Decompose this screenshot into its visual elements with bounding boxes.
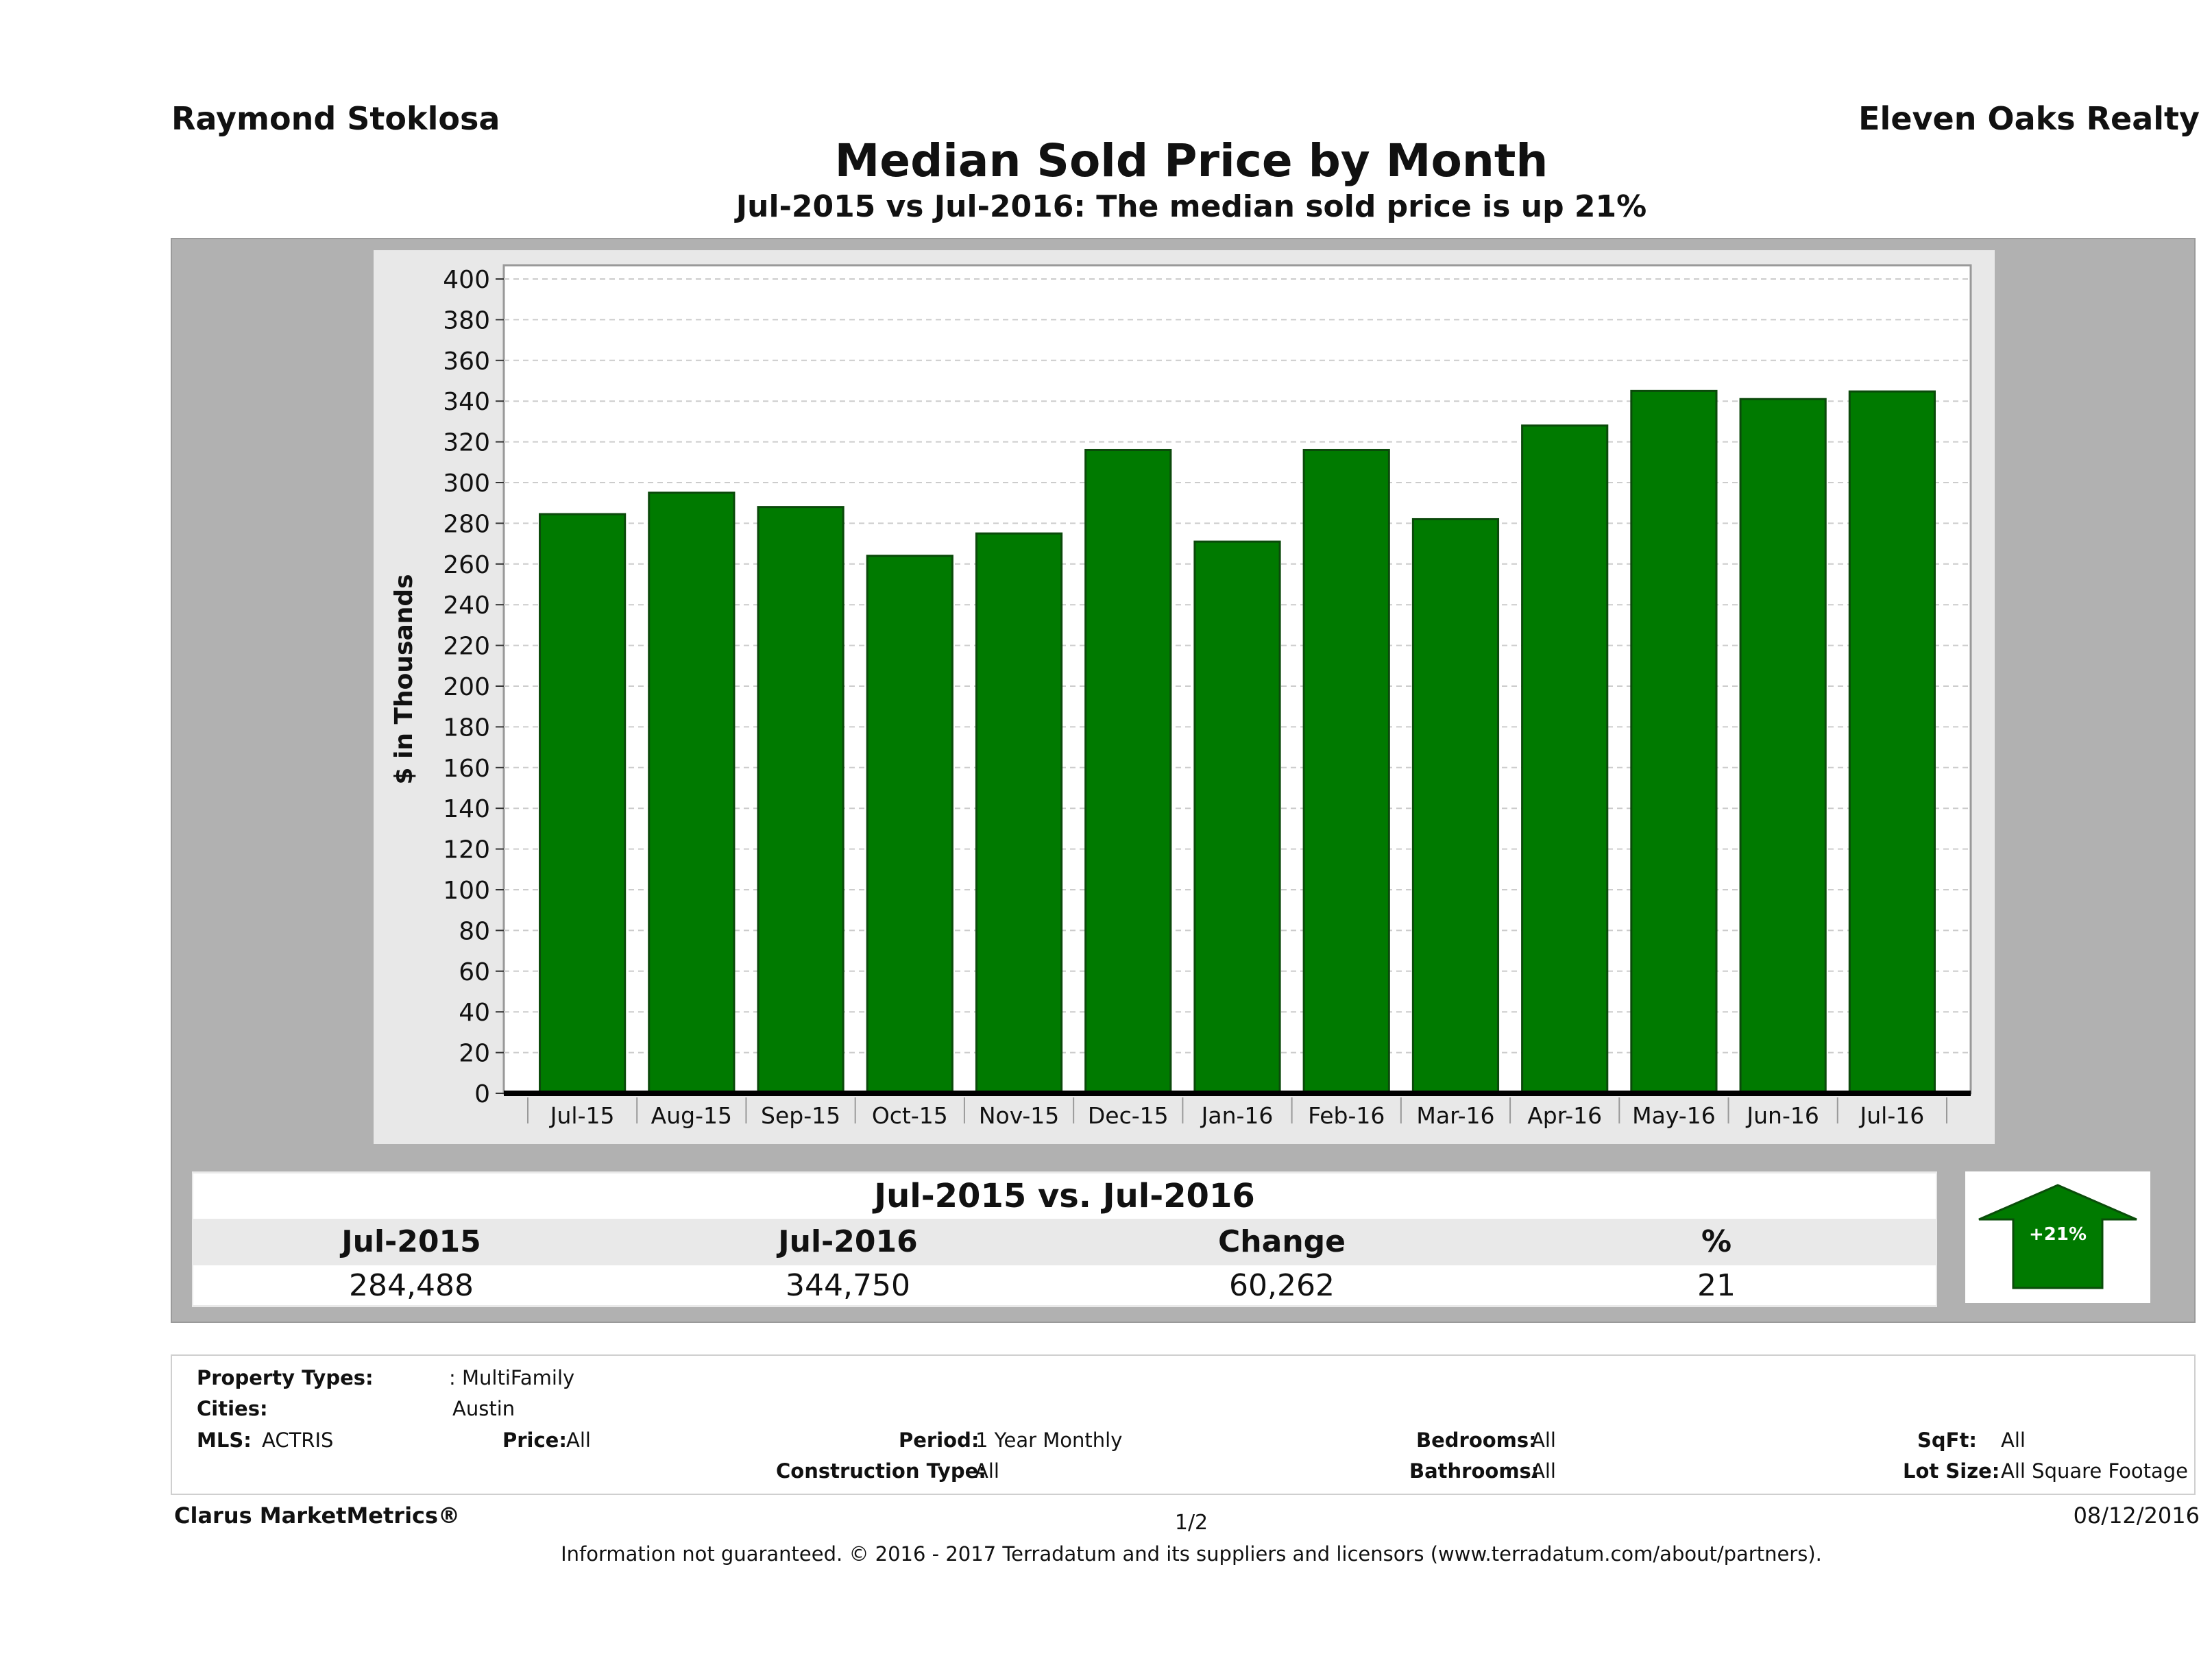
filters-panel bbox=[171, 1354, 2196, 1495]
report-date: 08/12/2016 bbox=[2073, 1503, 2200, 1529]
x-tick-label: Feb-16 bbox=[1308, 1102, 1385, 1129]
y-tick-label: 380 bbox=[443, 306, 490, 335]
x-tick-label: Jul-16 bbox=[1859, 1102, 1925, 1129]
period-label: Period: bbox=[899, 1428, 980, 1452]
x-tick-label: Aug-15 bbox=[651, 1102, 732, 1129]
bedrooms-value: All bbox=[1531, 1428, 1556, 1452]
x-tick-label: Dec-15 bbox=[1088, 1102, 1169, 1129]
sqft-label: SqFt: bbox=[1917, 1428, 1977, 1452]
x-tick-label: Jun-16 bbox=[1745, 1102, 1819, 1129]
y-tick-label: 140 bbox=[443, 795, 490, 823]
bar-aug-15 bbox=[648, 491, 736, 1095]
lot-size-label: Lot Size: bbox=[1903, 1459, 2000, 1483]
bathrooms-value: All bbox=[1531, 1459, 1556, 1483]
x-tick-label: Jan-16 bbox=[1200, 1102, 1274, 1129]
value-percent: 21 bbox=[1697, 1268, 1736, 1303]
price-label: Price: bbox=[502, 1428, 567, 1452]
sqft-value: All bbox=[2001, 1428, 2026, 1452]
property-types-value: : MultiFamily bbox=[449, 1366, 575, 1389]
header-change: Change bbox=[1218, 1224, 1346, 1259]
x-tick-label: Apr-16 bbox=[1527, 1102, 1602, 1129]
value-jul-2015: 284,488 bbox=[349, 1268, 474, 1303]
y-tick-label: 320 bbox=[443, 429, 490, 457]
lot-size-value: All Square Footage bbox=[2001, 1459, 2189, 1483]
header-percent: % bbox=[1701, 1224, 1732, 1259]
bar-jun-16 bbox=[1739, 398, 1827, 1095]
bar-oct-15 bbox=[866, 555, 953, 1095]
x-tick-label: Jul-15 bbox=[549, 1102, 615, 1129]
comparison-title: Jul-2015 vs. Jul-2016 bbox=[193, 1174, 1936, 1219]
construction-type-value: All bbox=[975, 1459, 999, 1483]
x-tick-label: May-16 bbox=[1632, 1102, 1716, 1129]
cities-value: Austin bbox=[452, 1397, 515, 1420]
change-badge: +21% bbox=[1965, 1171, 2150, 1303]
y-axis-label: $ in Thousands bbox=[390, 574, 418, 784]
period-value: 1 Year Monthly bbox=[975, 1428, 1123, 1452]
company-name: Eleven Oaks Realty bbox=[1858, 100, 2200, 137]
y-tick-label: 260 bbox=[443, 551, 490, 579]
y-tick-label: 340 bbox=[443, 388, 490, 416]
header-jul-2015: Jul-2015 bbox=[341, 1224, 481, 1259]
chart-subtitle: Jul-2015 vs Jul-2016: The median sold pr… bbox=[736, 189, 1647, 224]
bar-jul-16 bbox=[1848, 390, 1936, 1095]
y-tick-label: 220 bbox=[443, 633, 490, 661]
value-change: 60,262 bbox=[1229, 1268, 1335, 1303]
y-tick-label: 60 bbox=[459, 958, 490, 986]
x-tick-label: Mar-16 bbox=[1416, 1102, 1494, 1129]
bar-nov-15 bbox=[975, 532, 1063, 1095]
bar-dec-15 bbox=[1084, 448, 1172, 1095]
chart-title: Median Sold Price by Month bbox=[834, 134, 1548, 187]
bar-feb-16 bbox=[1302, 448, 1390, 1095]
y-tick-label: 20 bbox=[459, 1040, 490, 1068]
bar-mar-16 bbox=[1411, 518, 1500, 1095]
chart-panel: 0 20 40 60 80 100 120 140 160 180 200 220 240 260 280 3… bbox=[374, 250, 1995, 1144]
y-tick-label: 40 bbox=[459, 999, 490, 1027]
bedrooms-label: Bedrooms: bbox=[1416, 1428, 1537, 1452]
bar-jul-15 bbox=[539, 513, 627, 1095]
agent-name: Raymond Stoklosa bbox=[171, 100, 500, 137]
page-number: 1/2 bbox=[1174, 1511, 1208, 1535]
comparison-values-row bbox=[193, 1265, 1936, 1305]
bar-apr-16 bbox=[1521, 424, 1609, 1095]
y-tick-label: 360 bbox=[443, 348, 490, 376]
mls-value: ACTRIS bbox=[262, 1428, 334, 1452]
mls-label: MLS: bbox=[197, 1428, 252, 1452]
y-tick-label: 400 bbox=[443, 266, 490, 294]
y-tick-label: 100 bbox=[443, 877, 490, 905]
y-tick-label: 120 bbox=[443, 836, 490, 864]
price-value: All bbox=[566, 1428, 591, 1452]
x-tick-label: Oct-15 bbox=[872, 1102, 948, 1129]
up-arrow-icon: +21% bbox=[1978, 1184, 2137, 1289]
x-tick-label: Sep-15 bbox=[761, 1102, 840, 1129]
y-tick-label: 160 bbox=[443, 755, 490, 783]
bar-sep-15 bbox=[757, 506, 844, 1095]
y-tick-label: 200 bbox=[443, 673, 490, 701]
property-types-label: Property Types: bbox=[197, 1366, 374, 1389]
x-tick-label: Nov-15 bbox=[979, 1102, 1059, 1129]
bar-jan-16 bbox=[1193, 540, 1281, 1095]
bar-may-16 bbox=[1630, 389, 1718, 1095]
y-tick-label: 240 bbox=[443, 592, 490, 620]
cities-label: Cities: bbox=[197, 1397, 268, 1420]
value-jul-2016: 344,750 bbox=[786, 1268, 910, 1303]
y-tick-label: 280 bbox=[443, 510, 490, 538]
y-tick-label: 80 bbox=[459, 917, 490, 945]
bar-chart: 0 20 40 60 80 100 120 140 160 180 200 220 240 260 280 3… bbox=[390, 264, 1972, 1129]
badge-label: +21% bbox=[2029, 1224, 2087, 1245]
construction-type-label: Construction Type: bbox=[776, 1459, 986, 1483]
y-tick-label: 0 bbox=[474, 1080, 490, 1108]
footer-brand: Clarus MarketMetrics® bbox=[174, 1503, 461, 1529]
y-tick-label: 180 bbox=[443, 714, 490, 742]
disclaimer: Information not guaranteed. © 2016 - 201… bbox=[561, 1542, 1822, 1566]
bathrooms-label: Bathrooms: bbox=[1409, 1459, 1540, 1483]
header-jul-2016: Jul-2016 bbox=[778, 1224, 918, 1259]
y-tick-label: 300 bbox=[443, 470, 490, 498]
